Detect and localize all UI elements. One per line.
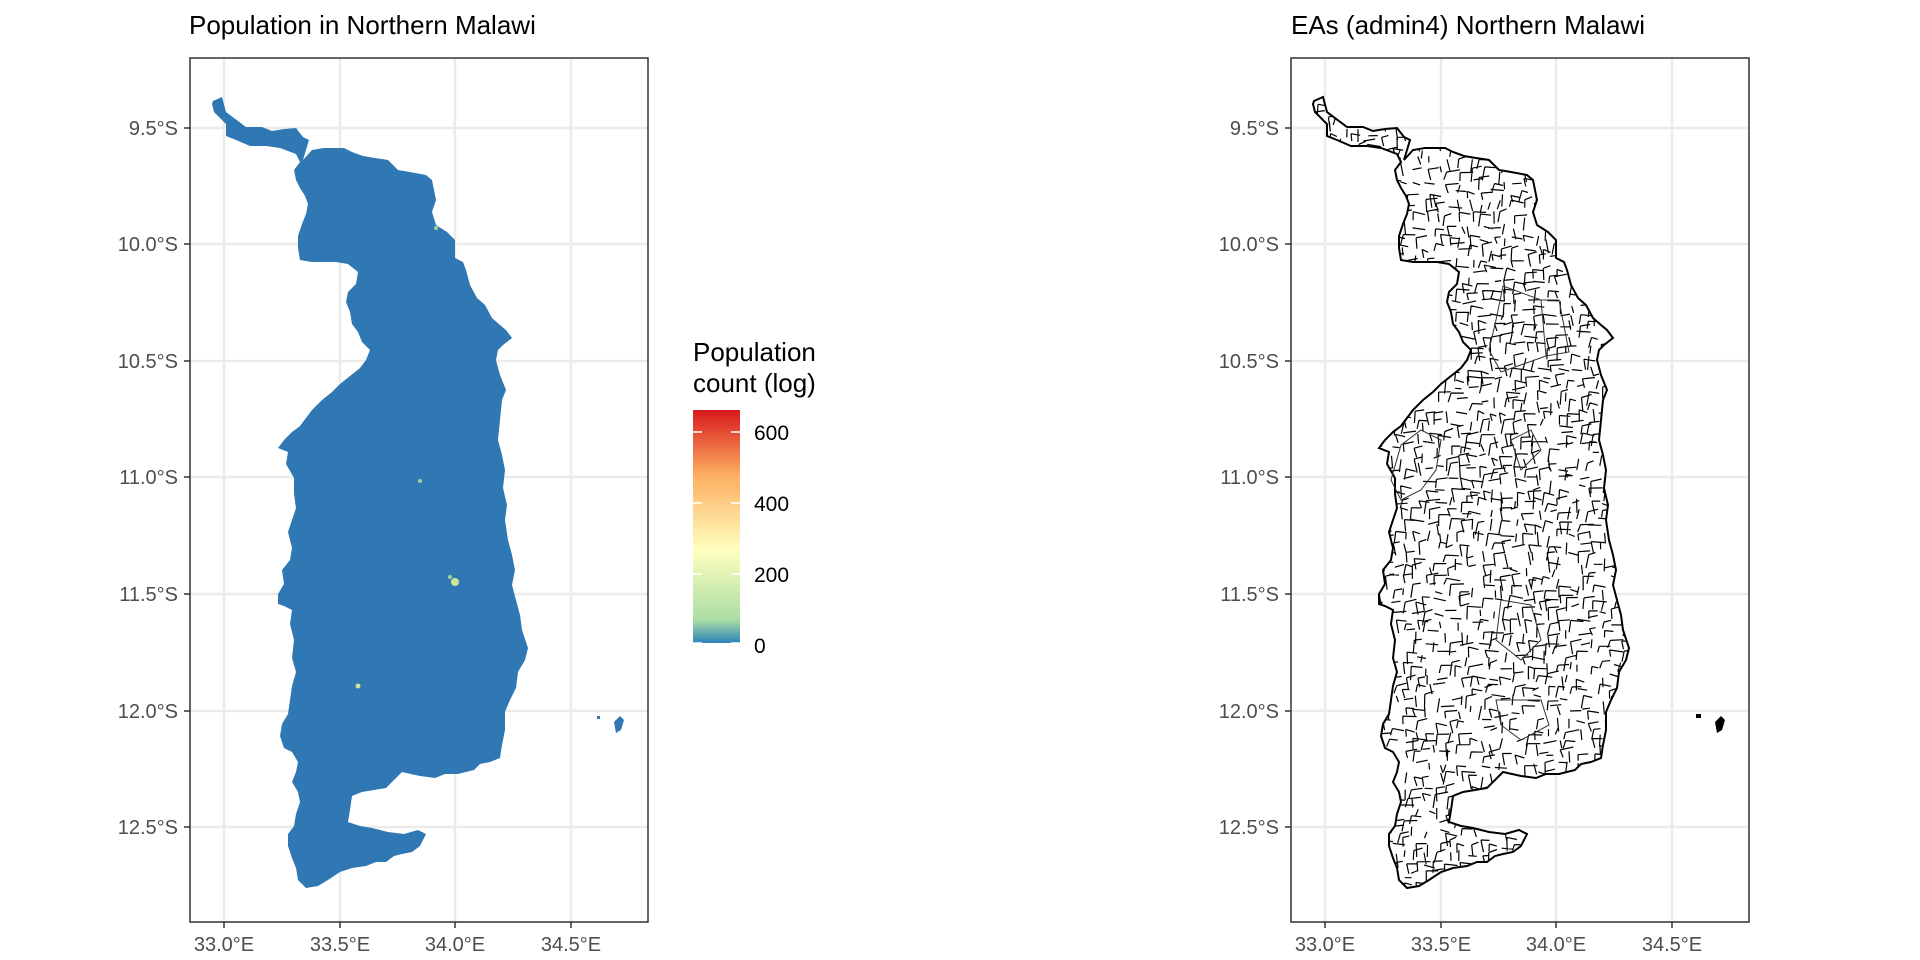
left-panel-border bbox=[189, 57, 649, 923]
legend: 600 400 200 0 bbox=[693, 410, 789, 658]
right-lon-label: 33.5°E bbox=[1411, 934, 1471, 956]
right-lat-label: 9.5°S bbox=[1230, 118, 1279, 140]
legend-colorbar bbox=[693, 410, 740, 643]
left-axis-ticks bbox=[184, 127, 572, 928]
legend-title-line1: Population bbox=[693, 337, 816, 367]
left-lon-labels: 33.0°E 33.5°E 34.0°E 34.5°E bbox=[194, 934, 601, 956]
hotspot-mzuzu-2 bbox=[448, 575, 452, 579]
population-islet bbox=[597, 716, 600, 719]
right-axis-ticks bbox=[1285, 127, 1673, 928]
legend-title-line2: count (log) bbox=[693, 368, 816, 398]
left-map-panel: 9.5°S 10.0°S 10.5°S 11.0°S 11.5°S 12.0°S… bbox=[118, 57, 649, 956]
left-lat-labels: 9.5°S 10.0°S 10.5°S 11.0°S 11.5°S 12.0°S… bbox=[118, 118, 178, 839]
left-map-title: Population in Northern Malawi bbox=[189, 10, 536, 40]
right-map-title: EAs (admin4) Northern Malawi bbox=[1291, 10, 1646, 40]
legend-label-400: 400 bbox=[754, 493, 789, 516]
legend-label-0: 0 bbox=[754, 635, 766, 658]
hotspot-north bbox=[418, 479, 422, 483]
right-lat-label: 12.0°S bbox=[1219, 701, 1279, 723]
right-lon-label: 34.0°E bbox=[1526, 934, 1586, 956]
left-lat-label: 12.5°S bbox=[118, 817, 178, 839]
ea-islet bbox=[1696, 714, 1701, 718]
right-lat-label: 12.5°S bbox=[1219, 817, 1279, 839]
hotspot-south bbox=[355, 683, 361, 689]
right-lon-label: 33.0°E bbox=[1295, 934, 1355, 956]
legend-label-200: 200 bbox=[754, 564, 789, 587]
legend-ticks bbox=[693, 431, 740, 644]
right-map-panel: 9.5°S 10.0°S 10.5°S 11.0°S 11.5°S 12.0°S… bbox=[1219, 57, 1750, 956]
hotspot-karonga bbox=[434, 226, 438, 230]
right-lon-labels: 33.0°E 33.5°E 34.0°E 34.5°E bbox=[1295, 934, 1702, 956]
population-region bbox=[212, 97, 528, 888]
ea-boundaries bbox=[1311, 95, 1725, 890]
left-lon-label: 33.0°E bbox=[194, 934, 254, 956]
right-lat-label: 11.5°S bbox=[1220, 584, 1279, 606]
left-lon-label: 34.0°E bbox=[425, 934, 485, 956]
left-lon-label: 33.5°E bbox=[310, 934, 370, 956]
right-lon-label: 34.5°E bbox=[1642, 934, 1702, 956]
left-lon-label: 34.5°E bbox=[541, 934, 601, 956]
left-lat-label: 12.0°S bbox=[118, 701, 178, 723]
left-lat-label: 11.5°S bbox=[119, 584, 178, 606]
right-panel-border bbox=[1290, 57, 1750, 923]
right-lat-label: 10.5°S bbox=[1219, 351, 1279, 373]
population-islands bbox=[614, 716, 624, 733]
left-lat-label: 10.0°S bbox=[118, 234, 178, 256]
hotspot-mzuzu bbox=[451, 578, 459, 586]
left-lat-label: 11.0°S bbox=[119, 467, 178, 489]
ea-islands bbox=[1715, 716, 1725, 733]
right-lat-labels: 9.5°S 10.0°S 10.5°S 11.0°S 11.5°S 12.0°S… bbox=[1219, 118, 1279, 839]
population-hotspots bbox=[355, 226, 459, 689]
legend-title: Population count (log) bbox=[693, 337, 816, 399]
right-lat-label: 10.0°S bbox=[1219, 234, 1279, 256]
left-lat-label: 9.5°S bbox=[129, 118, 178, 140]
legend-label-600: 600 bbox=[754, 422, 789, 445]
right-lat-label: 11.0°S bbox=[1220, 467, 1279, 489]
ea-large-polygons bbox=[1390, 285, 1570, 741]
left-lat-label: 10.5°S bbox=[118, 351, 178, 373]
